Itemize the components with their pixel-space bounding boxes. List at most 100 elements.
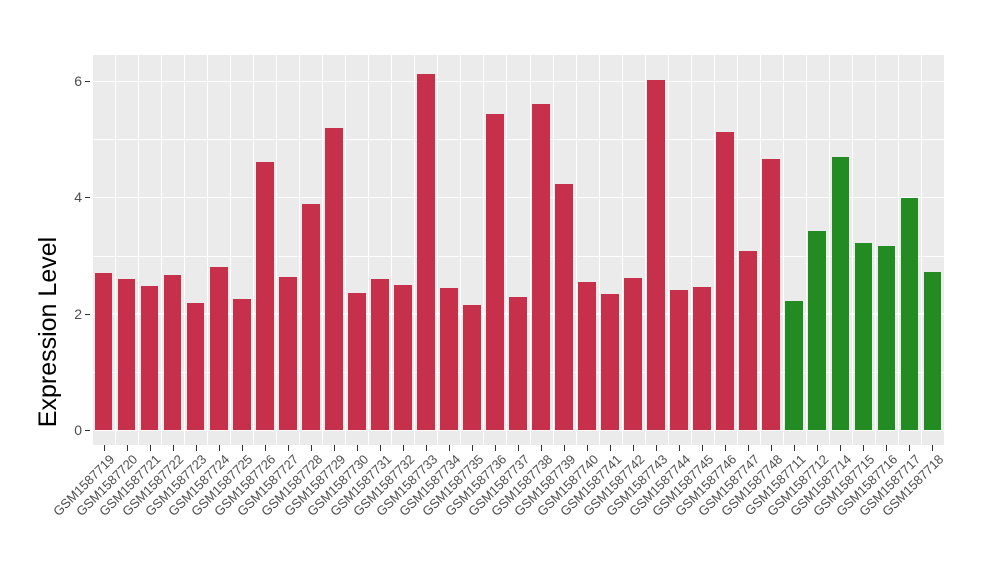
bar bbox=[232, 298, 251, 430]
bar bbox=[532, 104, 550, 430]
gridline-minor-vertical bbox=[690, 55, 692, 445]
gridline-minor-vertical bbox=[437, 55, 439, 445]
bar bbox=[578, 282, 596, 430]
x-axis-tick-mark bbox=[656, 445, 658, 451]
bar bbox=[693, 286, 712, 430]
bar bbox=[854, 243, 873, 430]
bar bbox=[831, 157, 850, 430]
y-axis-tick-label: 6 bbox=[74, 73, 82, 90]
y-axis-tick-mark bbox=[85, 313, 90, 315]
x-axis-tick-mark bbox=[149, 445, 151, 451]
bar bbox=[647, 80, 665, 430]
bar bbox=[324, 128, 343, 430]
gridline-minor-vertical bbox=[345, 55, 346, 445]
gridline-minor-vertical bbox=[506, 55, 508, 445]
gridline-minor-vertical bbox=[552, 55, 554, 445]
gridline-minor-vertical bbox=[782, 55, 784, 445]
gridline-minor-vertical bbox=[736, 55, 738, 445]
bar bbox=[94, 273, 113, 430]
bar bbox=[486, 114, 504, 430]
gridline-minor-vertical bbox=[299, 55, 300, 445]
bar bbox=[601, 293, 619, 430]
x-axis-tick-mark bbox=[425, 445, 427, 451]
gridline-minor-vertical bbox=[115, 55, 116, 445]
x-axis-tick-mark bbox=[218, 445, 220, 451]
x-axis-tick-mark bbox=[748, 445, 750, 451]
gridline-minor-horizontal bbox=[92, 255, 944, 257]
bar bbox=[163, 274, 182, 430]
gridline-minor-vertical bbox=[253, 55, 254, 445]
gridline-minor-vertical bbox=[276, 55, 277, 445]
gridline-minor-vertical bbox=[161, 55, 162, 445]
bar bbox=[417, 73, 435, 430]
plot-panel bbox=[92, 55, 944, 445]
bar bbox=[624, 278, 642, 430]
bar bbox=[463, 305, 481, 430]
x-axis-tick-mark bbox=[863, 445, 865, 451]
x-axis-tick-mark bbox=[448, 445, 450, 451]
y-axis-tick-labels: 0 2 4 6 bbox=[58, 0, 82, 580]
gridline-minor-vertical bbox=[92, 55, 93, 445]
bar bbox=[509, 297, 527, 430]
gridline-minor-vertical bbox=[322, 55, 323, 445]
y-axis-tick-label: 4 bbox=[74, 189, 82, 206]
gridline-minor-vertical bbox=[874, 55, 876, 445]
x-axis-tick-mark bbox=[494, 445, 496, 451]
bar bbox=[808, 230, 827, 430]
bar bbox=[393, 285, 412, 430]
x-axis-tick-mark bbox=[402, 445, 404, 451]
bar bbox=[785, 300, 804, 430]
bar bbox=[877, 245, 896, 430]
gridline-minor-vertical bbox=[184, 55, 185, 445]
bar bbox=[140, 285, 159, 430]
x-axis-tick-mark bbox=[195, 445, 197, 451]
x-axis-tick-mark bbox=[932, 445, 934, 451]
bar bbox=[301, 204, 320, 430]
gridline-minor-vertical bbox=[414, 55, 416, 445]
gridline-minor-vertical bbox=[207, 55, 208, 445]
y-axis-tick-mark bbox=[85, 197, 90, 199]
x-axis-tick-mark bbox=[679, 445, 681, 451]
bar bbox=[440, 288, 458, 430]
bar bbox=[555, 184, 573, 430]
gridline-minor-vertical bbox=[759, 55, 761, 445]
x-axis-tick-mark bbox=[840, 445, 842, 451]
x-axis-tick-mark bbox=[541, 445, 543, 451]
gridline-minor-vertical bbox=[713, 55, 715, 445]
x-axis-tick-labels: GSM1587719 GSM1587720 GSM1587721 GSM1587722… bbox=[50, 451, 946, 580]
x-axis-tick-mark bbox=[771, 445, 773, 451]
gridline-minor-vertical bbox=[529, 55, 531, 445]
gridline-minor-vertical bbox=[230, 55, 231, 445]
gridline-major-horizontal bbox=[92, 196, 944, 199]
bar bbox=[739, 250, 758, 430]
bar bbox=[716, 131, 735, 430]
x-axis-tick-mark bbox=[702, 445, 704, 451]
x-axis-tick-mark bbox=[564, 445, 566, 451]
x-axis-tick-mark bbox=[287, 445, 289, 451]
x-axis-tick-mark bbox=[794, 445, 796, 451]
bar bbox=[670, 290, 689, 430]
bar bbox=[370, 278, 389, 430]
bar bbox=[255, 161, 274, 430]
x-axis-tick-mark bbox=[264, 445, 266, 451]
gridline-minor-vertical bbox=[368, 55, 369, 445]
x-axis-tick-mark bbox=[126, 445, 128, 451]
x-axis-tick-mark bbox=[241, 445, 243, 451]
gridline-minor-horizontal bbox=[92, 139, 944, 140]
gridline-major-horizontal bbox=[92, 80, 944, 82]
bar bbox=[900, 198, 919, 430]
x-axis-tick-mark bbox=[886, 445, 888, 451]
bar bbox=[762, 159, 781, 430]
bar bbox=[923, 272, 942, 430]
gridline-minor-vertical bbox=[460, 55, 462, 445]
gridline-minor-vertical bbox=[483, 55, 485, 445]
gridline-minor-vertical bbox=[805, 55, 807, 445]
gridline-minor-vertical bbox=[598, 55, 600, 445]
x-axis-tick-mark bbox=[310, 445, 312, 451]
gridline-minor-vertical bbox=[138, 55, 139, 445]
gridline-minor-vertical bbox=[920, 55, 922, 445]
x-axis-tick-mark bbox=[633, 445, 635, 451]
x-axis-tick-mark bbox=[587, 445, 589, 451]
bar bbox=[186, 303, 205, 430]
x-axis-tick-mark bbox=[356, 445, 358, 451]
